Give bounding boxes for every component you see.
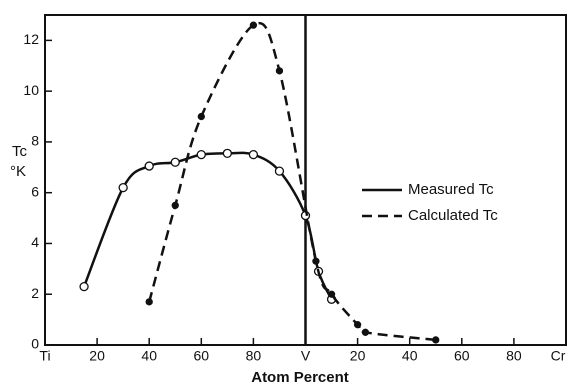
data-point — [144, 161, 154, 171]
y-tick-label: 12 — [23, 31, 39, 47]
x-tick-label: Cr — [551, 348, 566, 364]
data-point — [170, 157, 180, 167]
data-point — [171, 201, 179, 210]
x-tick-label: 60 — [194, 348, 210, 364]
data-point — [361, 328, 370, 336]
data-point — [353, 321, 362, 329]
y-axis-label: Tc — [12, 143, 28, 160]
data-point — [196, 149, 206, 160]
y-tick-label: 10 — [23, 82, 39, 98]
series-line — [147, 22, 436, 342]
x-axis-label: Atom Percent — [251, 369, 349, 386]
legend-label: Calculated Tc — [408, 207, 498, 224]
y-tick-label: 6 — [31, 183, 39, 199]
x-tick-label: Ti — [39, 348, 50, 364]
x-tick-label: 40 — [402, 348, 418, 364]
y-tick-label: 8 — [31, 133, 39, 149]
series-line — [82, 151, 333, 300]
data-point — [222, 148, 233, 158]
data-point — [145, 298, 153, 306]
data-point — [118, 182, 128, 193]
x-tick-label: 40 — [141, 348, 157, 364]
y-axis-label: °K — [10, 163, 26, 180]
x-tick-label: 20 — [89, 348, 105, 364]
data-point — [327, 290, 336, 298]
x-tick-label: 60 — [454, 348, 470, 364]
y-tick-label: 0 — [31, 336, 39, 352]
data-point — [197, 112, 205, 121]
y-tick-label: 2 — [31, 285, 39, 301]
data-point — [79, 281, 89, 292]
x-tick-label: 20 — [350, 348, 366, 364]
data-point — [274, 166, 285, 176]
data-point — [248, 149, 259, 160]
y-tick-label: 4 — [31, 234, 39, 250]
data-point — [312, 257, 320, 265]
x-tick-label: 80 — [246, 348, 262, 364]
x-tick-label: V — [301, 348, 311, 364]
legend-label: Measured Tc — [408, 181, 494, 198]
data-point — [432, 336, 440, 344]
data-point — [275, 67, 284, 75]
data-point — [249, 21, 258, 29]
x-tick-label: 80 — [506, 348, 522, 364]
